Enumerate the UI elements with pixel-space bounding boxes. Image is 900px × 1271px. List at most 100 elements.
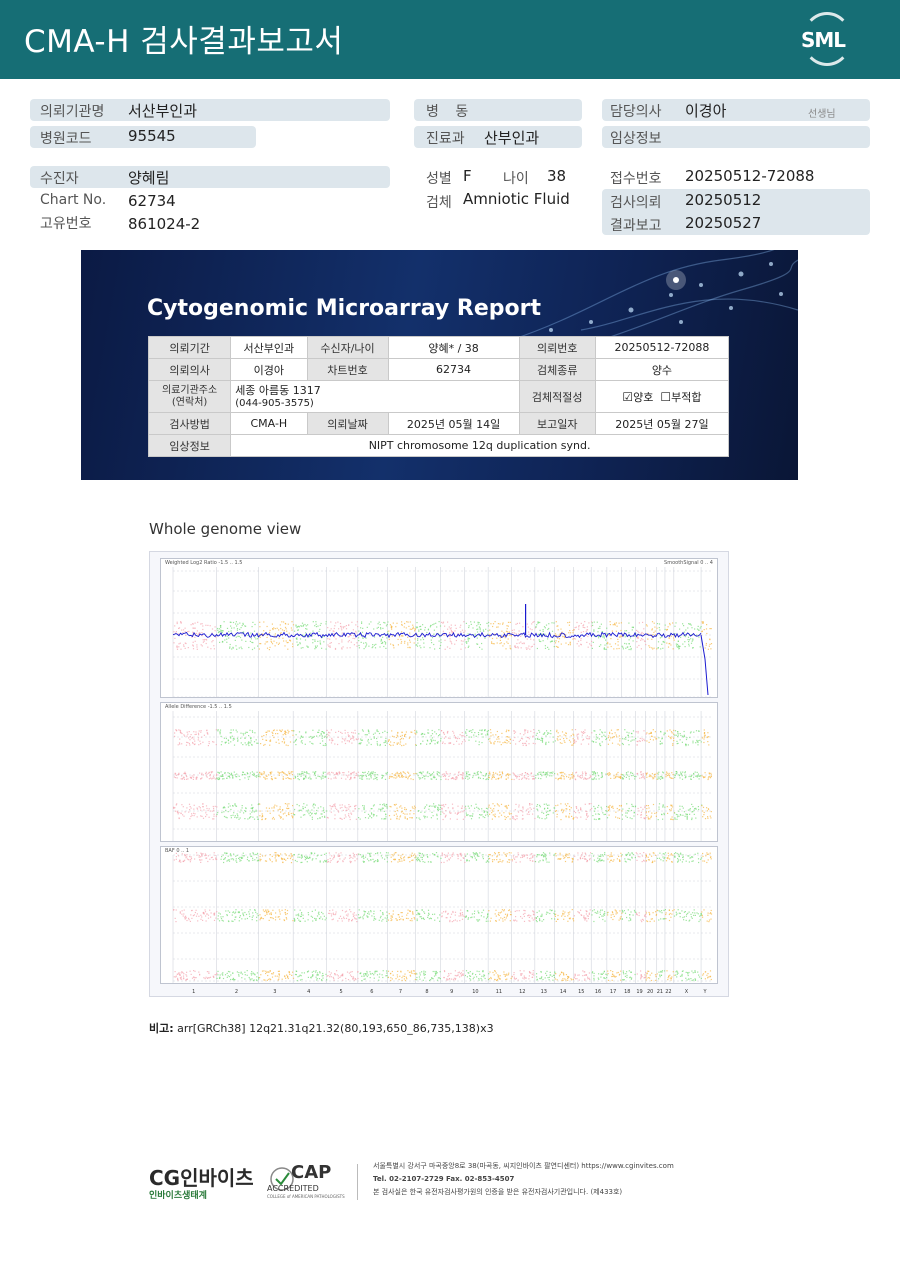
data-point	[350, 737, 352, 739]
data-point	[539, 640, 541, 642]
data-point	[291, 629, 293, 631]
data-point	[697, 806, 699, 808]
data-point	[609, 773, 611, 775]
data-point	[557, 629, 559, 631]
receipt-label: 접수번호	[610, 171, 662, 187]
data-point	[344, 732, 346, 734]
data-point	[459, 854, 461, 856]
data-point	[380, 642, 383, 644]
data-point	[626, 803, 628, 805]
data-point	[383, 804, 386, 806]
data-point	[373, 918, 375, 920]
data-point	[392, 645, 395, 647]
data-point	[325, 621, 327, 623]
data-point	[682, 643, 684, 645]
data-point	[532, 856, 534, 859]
data-point	[516, 815, 518, 817]
data-point	[361, 729, 364, 731]
data-point	[264, 777, 266, 779]
data-point	[196, 852, 198, 854]
data-point	[282, 818, 284, 820]
data-point	[331, 771, 333, 773]
data-point	[283, 742, 285, 744]
data-point	[414, 638, 416, 640]
data-point	[266, 913, 268, 915]
data-point	[466, 729, 468, 731]
data-point	[623, 738, 625, 740]
data-point	[230, 815, 232, 817]
data-point	[402, 812, 404, 814]
data-point	[611, 742, 614, 744]
data-point	[485, 807, 488, 809]
data-point	[212, 805, 214, 808]
data-point	[275, 859, 277, 861]
data-point	[530, 773, 532, 775]
data-point	[335, 913, 337, 915]
data-point	[342, 861, 344, 863]
data-point	[575, 772, 577, 774]
data-point	[673, 737, 675, 739]
data-point	[690, 638, 692, 640]
data-point	[292, 643, 294, 645]
data-point	[213, 852, 215, 854]
data-point	[420, 639, 422, 641]
data-point	[348, 636, 350, 638]
data-point	[379, 852, 382, 854]
data-point	[368, 645, 370, 647]
clinical-info-cell: NIPT chromosome 12q duplication synd.	[230, 434, 729, 457]
data-point	[336, 772, 338, 774]
data-point	[557, 637, 559, 639]
data-point	[206, 857, 208, 859]
data-point	[276, 854, 278, 856]
data-point	[578, 628, 580, 630]
data-point	[236, 629, 238, 631]
data-point	[465, 732, 467, 734]
data-point	[492, 861, 494, 863]
data-point	[269, 740, 271, 742]
data-point	[628, 648, 630, 651]
data-point	[373, 804, 375, 806]
data-point	[308, 636, 310, 638]
data-point	[510, 813, 512, 815]
data-point	[461, 774, 463, 776]
data-point	[309, 741, 311, 743]
data-point	[522, 814, 524, 816]
data-point	[581, 854, 583, 856]
data-point	[199, 859, 201, 861]
ward-bar	[414, 99, 582, 121]
data-point	[616, 773, 618, 775]
data-point	[189, 739, 191, 741]
data-point	[373, 644, 376, 646]
data-point	[447, 852, 449, 854]
data-point	[278, 773, 280, 775]
data-point	[509, 742, 511, 744]
data-point	[174, 807, 176, 809]
data-point	[264, 643, 266, 645]
data-point	[352, 915, 355, 918]
data-point	[306, 771, 308, 773]
data-point	[624, 858, 626, 860]
data-point	[204, 638, 206, 641]
data-point	[295, 637, 297, 640]
data-point	[617, 638, 619, 640]
data-point	[601, 735, 603, 738]
result-report-label: 결과보고	[610, 218, 662, 234]
data-point	[457, 805, 459, 807]
data-point	[485, 734, 487, 736]
data-point	[277, 733, 279, 735]
data-point	[372, 646, 374, 648]
data-point	[479, 852, 481, 854]
data-point	[426, 743, 428, 745]
data-point	[384, 643, 387, 645]
data-point	[671, 736, 673, 738]
data-point	[378, 621, 380, 623]
data-point	[617, 743, 619, 745]
data-point	[601, 776, 603, 778]
data-point	[385, 772, 387, 774]
data-point	[511, 629, 513, 631]
data-point	[288, 855, 290, 857]
data-point	[618, 647, 620, 650]
data-point	[653, 622, 655, 624]
data-point	[585, 634, 587, 636]
data-point	[391, 730, 393, 732]
